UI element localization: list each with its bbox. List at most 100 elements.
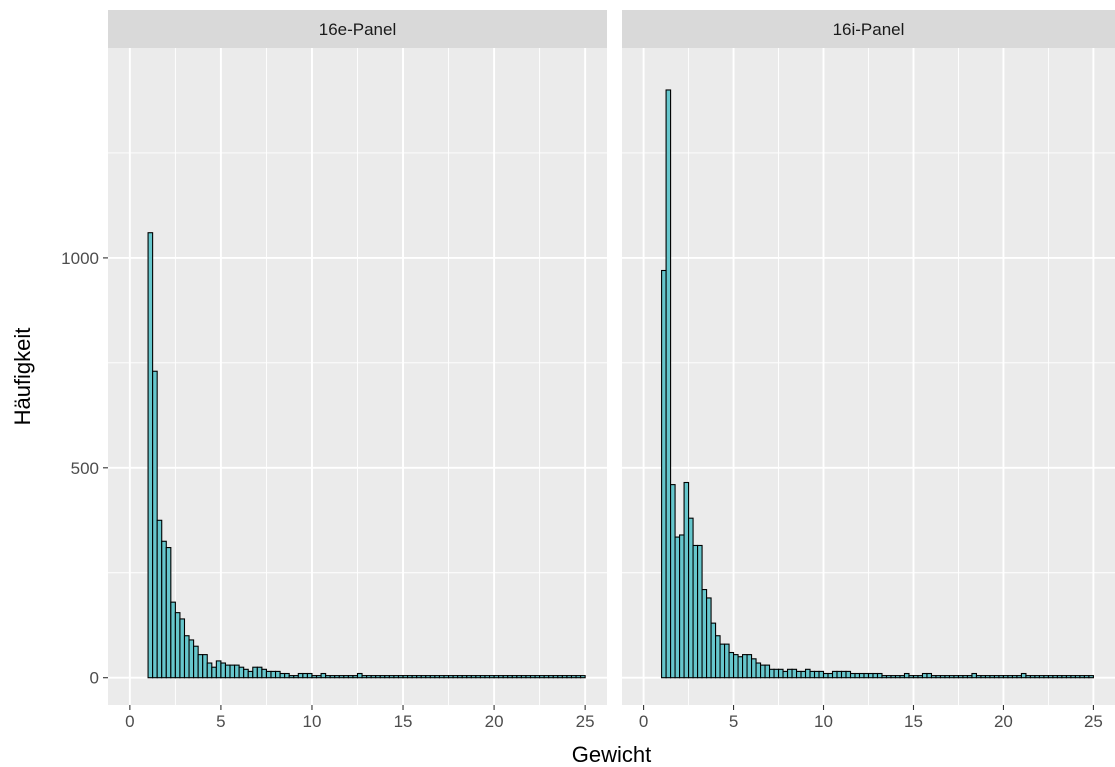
facet-strip-label: 16i-Panel xyxy=(833,20,905,39)
histogram-bar xyxy=(311,675,318,679)
histogram-bar xyxy=(993,675,1000,679)
histogram-bar xyxy=(1088,675,1094,679)
histogram-bar xyxy=(320,672,327,679)
histogram-bar xyxy=(1061,675,1067,679)
histogram-bar xyxy=(1070,675,1076,679)
x-tick-label: 25 xyxy=(1084,712,1103,731)
histogram-bar xyxy=(325,675,331,679)
histogram-bar xyxy=(1079,675,1085,679)
histogram-bar xyxy=(388,675,395,679)
facet-strip-label: 16e-Panel xyxy=(319,20,397,39)
histogram-bar xyxy=(782,670,789,679)
histogram-bar xyxy=(561,675,568,679)
histogram-bar xyxy=(710,622,717,679)
histogram-bar xyxy=(452,675,459,679)
histogram-bar xyxy=(338,675,345,679)
histogram-bar xyxy=(885,675,892,679)
histogram-bar xyxy=(840,670,847,679)
histogram-bars xyxy=(661,89,1094,679)
histogram-bar xyxy=(701,589,708,679)
histogram-bar xyxy=(908,675,915,679)
histogram-bar xyxy=(1020,672,1027,679)
histogram-bar xyxy=(858,672,865,679)
histogram-bar xyxy=(746,654,753,679)
histogram-bar xyxy=(302,672,308,679)
histogram-bar xyxy=(818,670,825,679)
histogram-bar xyxy=(813,670,820,679)
histogram-bar xyxy=(366,675,372,679)
histogram-bar xyxy=(516,675,522,679)
histogram-bar xyxy=(448,675,454,679)
histogram-bar xyxy=(872,672,879,679)
histogram-bar xyxy=(152,370,158,679)
histogram-bar xyxy=(1007,675,1013,679)
histogram-bar xyxy=(953,675,960,679)
histogram-bar xyxy=(507,675,513,679)
histogram-bar xyxy=(661,269,667,679)
histogram-bar xyxy=(679,534,685,679)
histogram-bar xyxy=(957,675,964,679)
histogram-bar xyxy=(688,517,694,679)
histogram-bar xyxy=(193,645,199,679)
histogram-bar xyxy=(457,675,463,679)
histogram-bar xyxy=(1002,675,1009,679)
histogram-bar xyxy=(498,675,504,679)
histogram-bar xyxy=(461,675,468,679)
histogram-bar xyxy=(809,670,816,679)
histogram-bar xyxy=(234,664,240,679)
histogram-bar xyxy=(520,675,527,679)
histogram-bar xyxy=(202,654,208,679)
histogram-bar xyxy=(935,675,942,679)
histogram-bar xyxy=(438,675,445,679)
histogram-bar xyxy=(161,540,167,679)
histogram-bar xyxy=(534,675,541,679)
histogram-bar xyxy=(1038,675,1045,679)
histogram-bar xyxy=(876,672,883,679)
histogram-bar xyxy=(206,662,213,679)
histogram-bar xyxy=(804,668,811,679)
facet-strip xyxy=(622,10,1115,48)
facet-panel-2: 16i-Panel 0 5 10 15 20 25 xyxy=(622,10,1115,731)
histogram-bar xyxy=(795,670,802,679)
histogram-bar xyxy=(375,675,381,679)
histogram-bar xyxy=(948,675,955,679)
histogram-bar xyxy=(791,668,798,679)
histogram-bar xyxy=(384,675,390,679)
histogram-bar xyxy=(742,654,748,679)
histogram-bar xyxy=(822,672,829,679)
histogram-bar xyxy=(975,675,982,679)
histogram-bar xyxy=(926,672,933,679)
histogram-bar xyxy=(777,668,784,679)
histogram-bar xyxy=(243,668,249,679)
histogram-bar xyxy=(156,519,163,679)
histogram-bar xyxy=(800,670,807,679)
facet-panel-1: 16e-Panel 0 5 10 15 20 25 0 500 1000 xyxy=(61,10,607,731)
x-tick-label: 25 xyxy=(576,712,595,731)
histogram-bar xyxy=(737,656,744,679)
histogram-bar xyxy=(845,670,852,679)
histogram-bar xyxy=(1065,675,1072,679)
histogram-bar xyxy=(434,675,441,679)
histogram-bar xyxy=(343,675,349,679)
x-tick-label: 10 xyxy=(814,712,833,731)
histogram-bar xyxy=(539,675,545,679)
histogram-bar xyxy=(971,672,978,679)
histogram-bar xyxy=(863,672,870,679)
histogram-bar xyxy=(425,675,431,679)
histogram-bar xyxy=(334,675,340,679)
histogram-bar xyxy=(854,672,861,679)
histogram-bar xyxy=(917,675,924,679)
histogram-bar xyxy=(170,601,176,679)
histogram-bar xyxy=(719,643,726,679)
histogram-bar xyxy=(261,668,267,679)
histogram-bar xyxy=(361,675,368,679)
x-tick-label: 20 xyxy=(994,712,1013,731)
histogram-bar xyxy=(768,668,775,679)
histogram-bar xyxy=(274,670,281,679)
histogram-bar xyxy=(238,666,245,679)
histogram-bar xyxy=(429,675,436,679)
histogram-bar xyxy=(733,654,739,679)
x-tick-label: 15 xyxy=(904,712,923,731)
histogram-bar xyxy=(306,672,313,679)
